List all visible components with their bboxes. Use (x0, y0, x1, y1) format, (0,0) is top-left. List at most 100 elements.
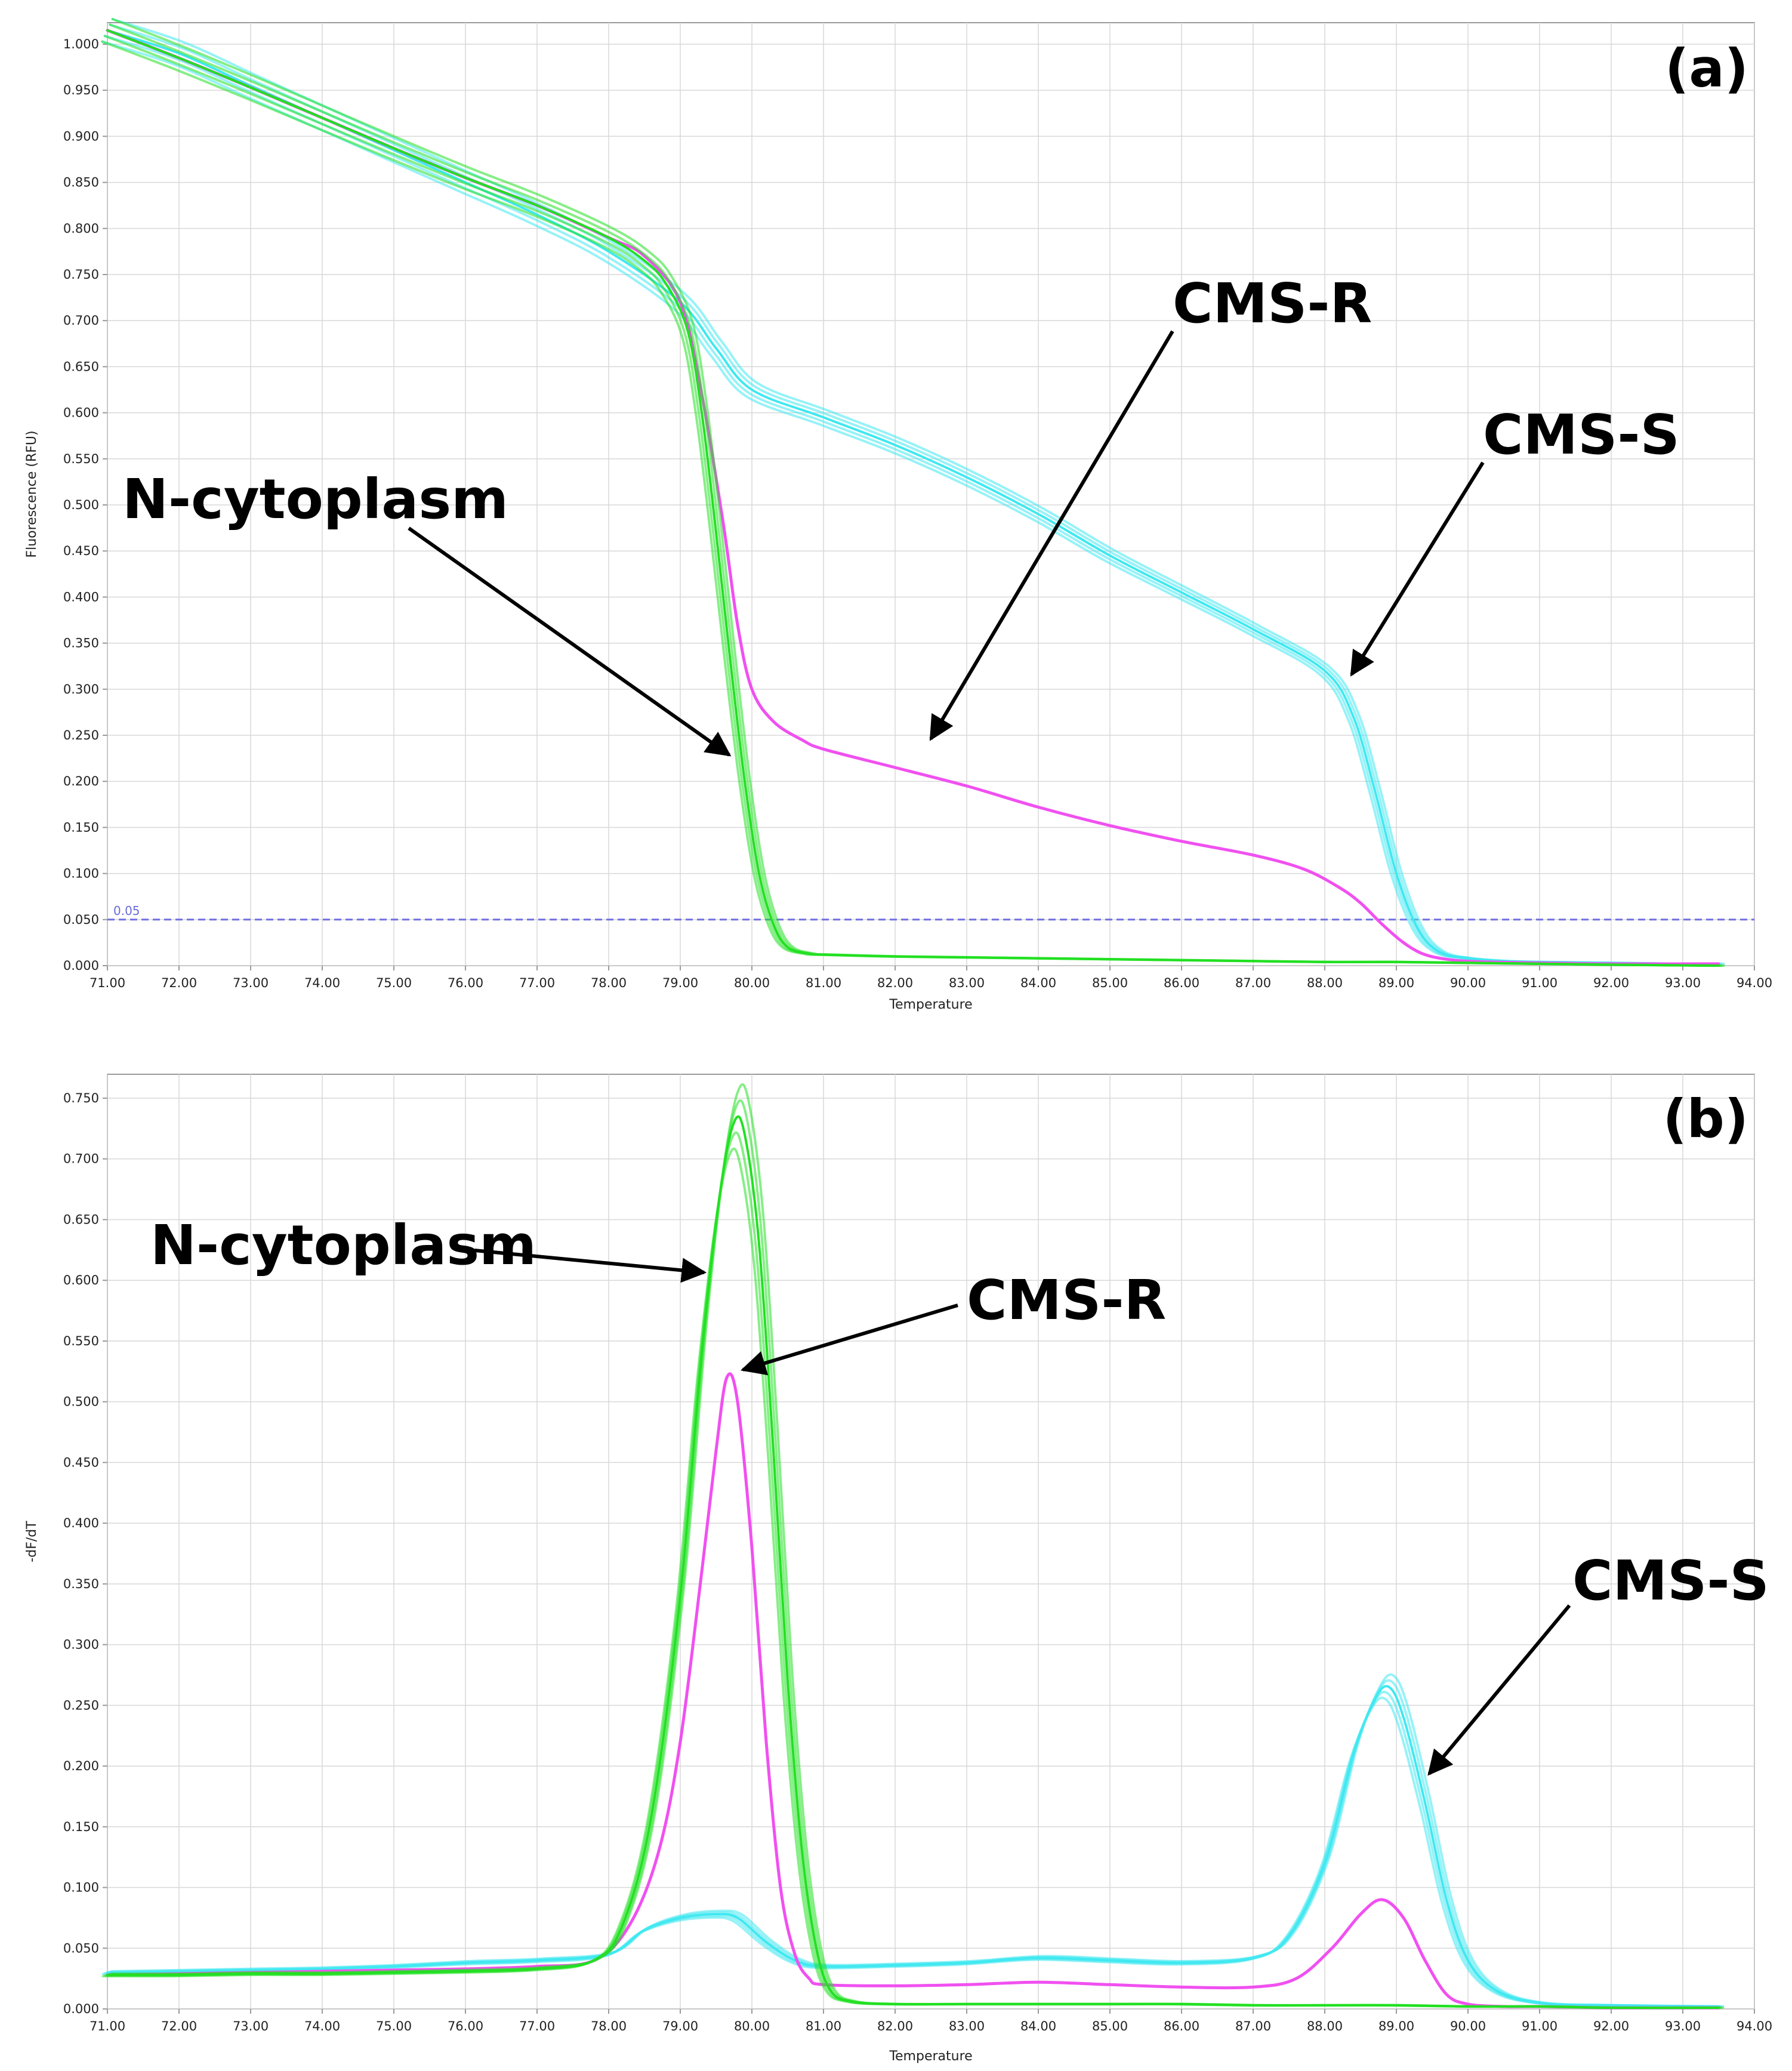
y-tick-label: 0.200 (63, 774, 99, 788)
y-tick-label: 0.700 (63, 1152, 99, 1166)
x-tick-label: 74.00 (304, 2019, 340, 2033)
x-tick-label: 74.00 (304, 976, 340, 990)
series-line-cms-s (110, 1673, 1725, 2008)
panel-b-x-axis-title: Temperature (889, 2049, 972, 2064)
panel-b-x-ticks: 71.00 72.00 73.00 74.00 75.00 76.00 77.00 78.00… (90, 2009, 1772, 2033)
panel-b-arrow-n-cytoplasm (474, 1249, 707, 1283)
panel-b-label: (b) (1663, 1088, 1748, 1149)
panel-b-grid (107, 1074, 1755, 2010)
y-tick-label: 0.450 (63, 544, 99, 558)
panel-a-arrow-cms-s (1350, 461, 1485, 677)
y-tick-label: 0.500 (63, 498, 99, 512)
x-tick-label: 77.00 (519, 976, 555, 990)
x-tick-label: 71.00 (90, 2019, 125, 2033)
x-tick-label: 72.00 (161, 976, 197, 990)
panel-b-label-n-cytoplasm: N-cytoplasm (150, 1213, 536, 1277)
panel-a-series (101, 18, 1725, 967)
panel-a-melt-curve: 0.000 0.050 0.100 0.150 0.200 0.250 0.300 0.350… (24, 18, 1772, 1012)
x-tick-label: 78.00 (591, 976, 627, 990)
y-tick-label: 0.300 (63, 1638, 99, 1652)
y-tick-label: 0.500 (63, 1395, 99, 1409)
x-tick-label: 87.00 (1235, 2019, 1271, 2033)
series-line-n-cytoplasm (111, 18, 1725, 967)
x-tick-label: 71.00 (90, 976, 125, 990)
panel-a-arrow-cms-r (929, 330, 1174, 741)
x-tick-label: 94.00 (1737, 2019, 1772, 2033)
y-tick-label: 0.550 (63, 1334, 99, 1348)
x-tick-label: 89.00 (1378, 2019, 1414, 2033)
y-tick-label: 0.150 (63, 1820, 99, 1834)
x-tick-label: 87.00 (1235, 976, 1271, 990)
x-tick-label: 72.00 (161, 2019, 197, 2033)
x-tick-label: 91.00 (1522, 976, 1557, 990)
x-tick-label: 80.00 (734, 976, 770, 990)
series-line-cms-s (111, 18, 1725, 965)
y-tick-label: 0.050 (63, 913, 99, 927)
x-tick-label: 79.00 (662, 2019, 698, 2033)
y-tick-label: 0.650 (63, 1212, 99, 1226)
x-tick-label: 90.00 (1450, 2019, 1486, 2033)
y-tick-label: 0.300 (63, 682, 99, 697)
y-tick-label: 0.350 (63, 1577, 99, 1591)
panel-a-label: (a) (1665, 38, 1748, 99)
panel-a-grid (107, 23, 1755, 966)
x-tick-label: 92.00 (1593, 2019, 1629, 2033)
x-tick-label: 75.00 (376, 976, 412, 990)
y-tick-label: 0.600 (63, 1273, 99, 1287)
y-tick-label: 0.650 (63, 359, 99, 374)
x-tick-label: 75.00 (376, 2019, 412, 2033)
x-tick-label: 85.00 (1092, 976, 1128, 990)
x-tick-label: 84.00 (1020, 2019, 1056, 2033)
y-tick-label: 0.950 (63, 83, 99, 97)
y-tick-label: 0.450 (63, 1455, 99, 1469)
panel-b-melt-peak: 0.000 0.050 0.100 0.150 0.200 0.250 0.300 0.350… (24, 1074, 1772, 2064)
y-tick-label: 0.050 (63, 1941, 99, 1955)
panel-a-threshold-label: 0.05 (113, 904, 140, 918)
x-tick-label: 84.00 (1020, 976, 1056, 990)
x-tick-label: 88.00 (1307, 2019, 1343, 2033)
panel-b-plot-area (107, 1074, 1755, 2010)
x-tick-label: 92.00 (1593, 976, 1629, 990)
y-tick-label: 0.850 (63, 175, 99, 190)
panel-b-series (101, 1083, 1725, 2010)
y-tick-label: 0.750 (63, 267, 99, 282)
x-tick-label: 76.00 (448, 2019, 483, 2033)
panel-a-label-n-cytoplasm: N-cytoplasm (122, 467, 508, 531)
y-tick-label: 0.150 (63, 820, 99, 834)
y-tick-label: 0.600 (63, 406, 99, 420)
x-tick-label: 82.00 (877, 976, 913, 990)
panel-a-x-ticks: 71.00 72.00 73.00 74.00 75.00 76.00 77.00 78.00… (90, 966, 1772, 990)
panel-a-y-axis-title: Fluorescence (RFU) (24, 430, 39, 557)
y-tick-label: 0.700 (63, 313, 99, 328)
y-tick-label: 0.350 (63, 636, 99, 651)
x-tick-label: 91.00 (1522, 2019, 1557, 2033)
x-tick-label: 93.00 (1665, 2019, 1701, 2033)
x-tick-label: 85.00 (1092, 2019, 1128, 2033)
x-tick-label: 86.00 (1164, 2019, 1199, 2033)
panel-b-y-ticks: 0.000 0.050 0.100 0.150 0.200 0.250 0.300 0.350… (63, 1091, 107, 2016)
y-tick-label: 0.000 (63, 2002, 99, 2016)
panel-a-y-ticks: 0.000 0.050 0.100 0.150 0.200 0.250 0.300 0.350… (63, 37, 107, 973)
x-tick-label: 73.00 (233, 976, 269, 990)
panel-b-label-cms-s: CMS-S (1572, 1549, 1769, 1613)
y-tick-label: 0.100 (63, 867, 99, 881)
panel-b-arrow-cms-s (1427, 1604, 1571, 1776)
x-tick-label: 86.00 (1164, 976, 1199, 990)
x-tick-label: 93.00 (1665, 976, 1701, 990)
y-tick-label: 0.200 (63, 1759, 99, 1773)
y-tick-label: 0.550 (63, 452, 99, 466)
x-tick-label: 77.00 (519, 2019, 555, 2033)
y-tick-label: 0.400 (63, 1516, 99, 1530)
x-tick-label: 81.00 (806, 2019, 841, 2033)
x-tick-label: 82.00 (877, 2019, 913, 2033)
x-tick-label: 83.00 (949, 2019, 985, 2033)
x-tick-label: 81.00 (806, 976, 841, 990)
y-tick-label: 0.900 (63, 129, 99, 143)
series-line-n-cytoplasm (110, 1083, 1725, 2010)
x-tick-label: 90.00 (1450, 976, 1486, 990)
panel-b-y-axis-title: -dF/dT (24, 1521, 39, 1563)
panel-b-arrow-cms-r (740, 1303, 958, 1376)
x-tick-label: 76.00 (448, 976, 483, 990)
x-tick-label: 89.00 (1378, 976, 1414, 990)
